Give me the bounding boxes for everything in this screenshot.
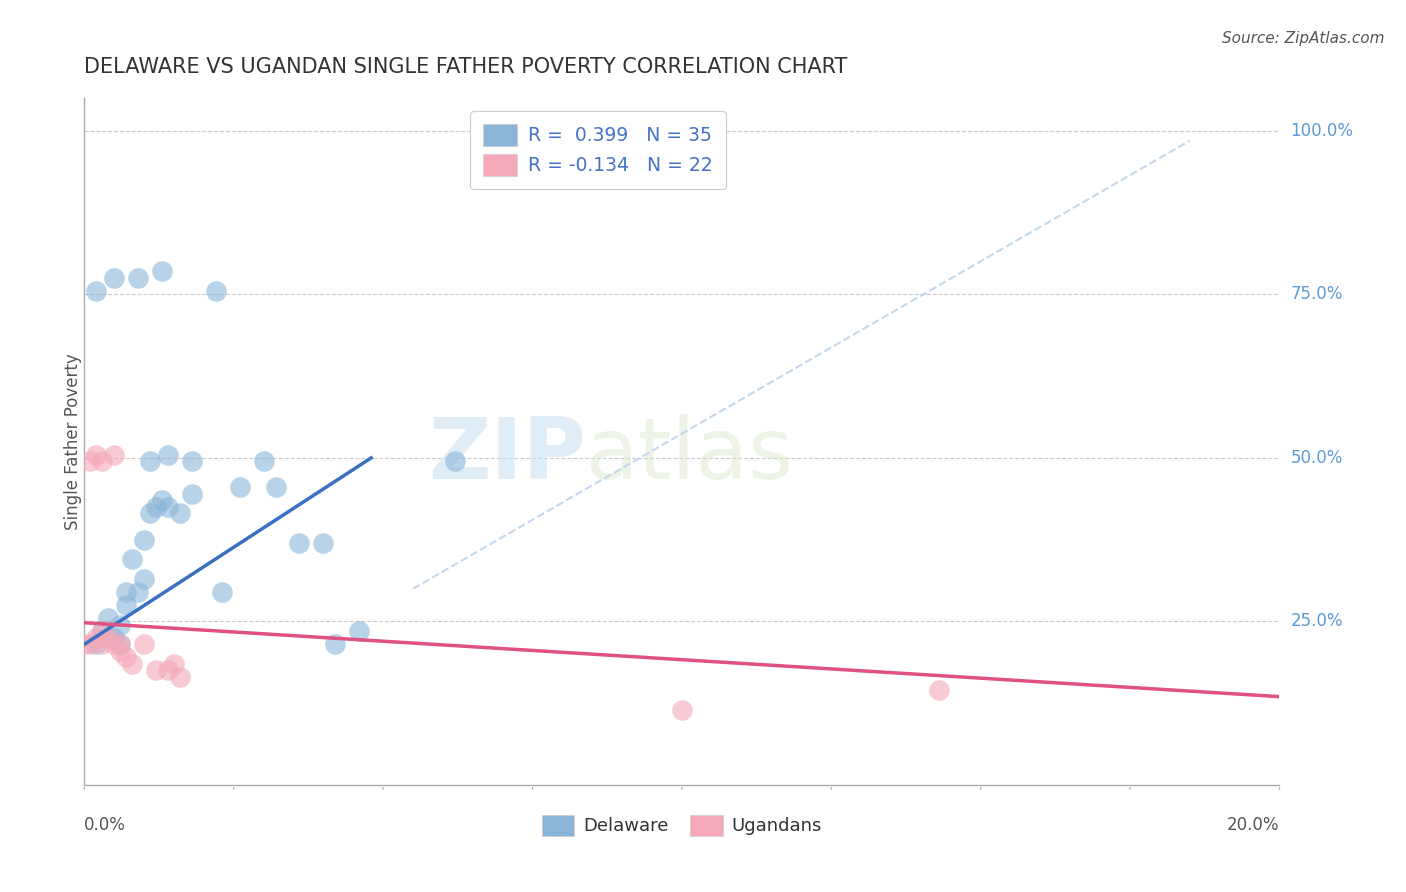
Point (103, 631, 125, 645)
Point (150, 493, 173, 508)
Point (157, 448, 180, 462)
Point (228, 480, 252, 494)
Point (86, 637, 108, 651)
Point (115, 585, 138, 599)
Point (73, 637, 96, 651)
Point (211, 585, 233, 599)
Point (145, 664, 167, 678)
Point (127, 585, 149, 599)
Point (110, 644, 132, 658)
Point (671, 703, 693, 717)
Y-axis label: Single Father Poverty: Single Father Poverty (65, 353, 82, 530)
Text: ZIP: ZIP (429, 414, 586, 497)
Point (103, 271, 125, 285)
Point (103, 448, 125, 462)
Point (181, 454, 204, 468)
Point (97, 611, 120, 625)
Point (110, 637, 132, 651)
Text: Source: ZipAtlas.com: Source: ZipAtlas.com (1222, 31, 1385, 46)
Point (91, 637, 114, 651)
Point (157, 500, 180, 514)
Point (86, 448, 108, 462)
Point (150, 264, 173, 278)
Point (121, 552, 143, 566)
Point (145, 500, 167, 514)
Text: atlas: atlas (586, 414, 794, 497)
Point (110, 637, 132, 651)
Text: 50.0%: 50.0% (1291, 449, 1343, 467)
Point (132, 533, 156, 547)
Point (110, 617, 132, 632)
Point (169, 507, 191, 521)
Text: 20.0%: 20.0% (1227, 815, 1279, 833)
Point (121, 657, 143, 671)
Point (91, 624, 114, 639)
Point (86, 631, 108, 645)
Point (169, 670, 191, 684)
Point (139, 454, 162, 468)
Point (288, 536, 311, 550)
Point (97, 631, 120, 645)
Point (79, 637, 101, 651)
Legend: Delaware, Ugandans: Delaware, Ugandans (533, 805, 831, 845)
Point (325, 637, 347, 651)
Point (312, 536, 335, 550)
Point (91, 454, 114, 468)
Point (86, 284, 108, 298)
Point (349, 624, 371, 639)
Point (181, 487, 204, 501)
Point (103, 637, 125, 651)
Point (163, 657, 186, 671)
Point (115, 598, 138, 612)
Point (132, 572, 156, 586)
Point (253, 454, 276, 468)
Point (115, 650, 138, 665)
Point (157, 664, 180, 678)
Point (444, 454, 467, 468)
Point (127, 271, 149, 285)
Point (928, 683, 950, 698)
Point (91, 624, 114, 639)
Text: 75.0%: 75.0% (1291, 285, 1343, 303)
Point (132, 637, 156, 651)
Point (205, 284, 228, 298)
Point (264, 480, 287, 494)
Text: DELAWARE VS UGANDAN SINGLE FATHER POVERTY CORRELATION CHART: DELAWARE VS UGANDAN SINGLE FATHER POVERT… (84, 57, 848, 77)
Text: 100.0%: 100.0% (1291, 122, 1354, 140)
Text: 0.0%: 0.0% (84, 815, 127, 833)
Point (79, 454, 101, 468)
Point (139, 507, 162, 521)
Text: 25.0%: 25.0% (1291, 613, 1343, 631)
